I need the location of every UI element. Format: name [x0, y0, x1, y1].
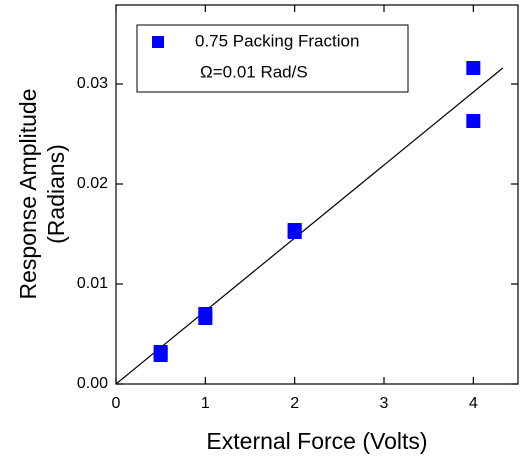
- x-axis-label: External Force (Volts): [206, 428, 427, 454]
- marker: [153, 345, 168, 359]
- marker: [287, 223, 302, 237]
- marker: [198, 307, 213, 321]
- x-tick-label: 0: [112, 395, 121, 412]
- y-tick-label: 0.03: [77, 75, 108, 92]
- y-axis-label: (Radians): [43, 144, 69, 244]
- marker: [466, 114, 481, 128]
- plot-frame: [115, 4, 519, 385]
- x-tick-label: 2: [290, 395, 299, 412]
- legend-label: 0.75 Packing Fraction: [195, 31, 359, 50]
- y-axis-label: Response Amplitude: [15, 89, 41, 300]
- y-tick-label: 0.00: [77, 375, 108, 392]
- x-tick-label: 3: [380, 395, 389, 412]
- x-tick-label: 4: [469, 395, 478, 412]
- fit-line: [115, 67, 504, 385]
- y-tick-label: 0.01: [77, 275, 108, 292]
- x-tick-label: 1: [201, 395, 210, 412]
- marker: [466, 61, 481, 75]
- legend-marker: [152, 36, 164, 48]
- annotation: Ω=0.01 Rad/S: [200, 62, 308, 81]
- legend-box: [136, 24, 409, 93]
- y-tick-label: 0.02: [77, 175, 108, 192]
